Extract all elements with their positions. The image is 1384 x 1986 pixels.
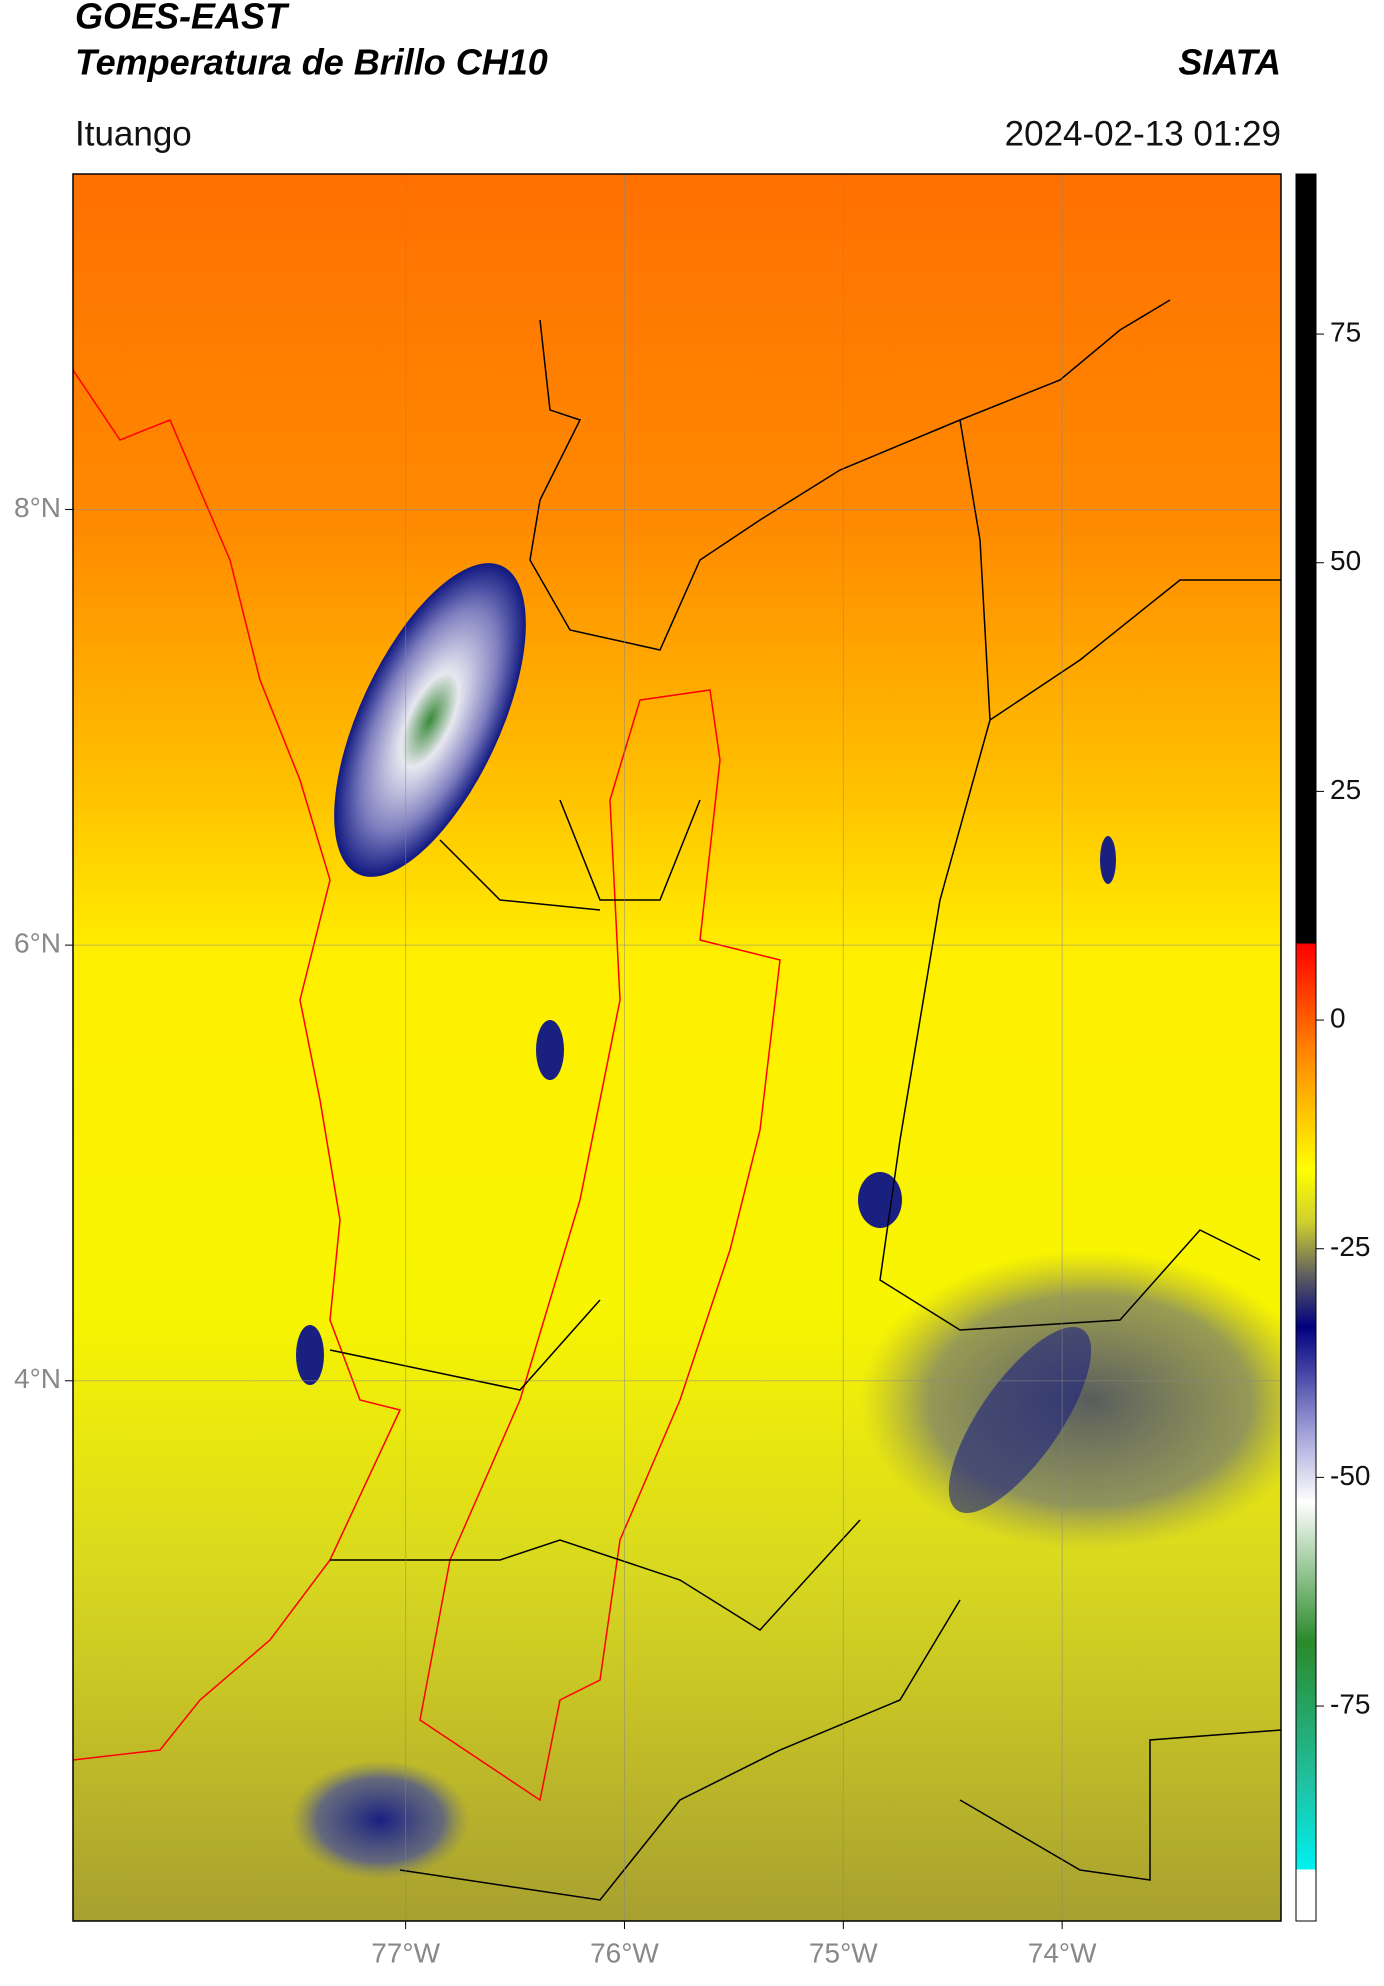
subtitle: Temperatura de Brillo CH10 (75, 42, 548, 83)
y-tick-label: 6°N (14, 928, 61, 959)
cloud (334, 563, 526, 877)
x-tick-label: 74°W (1028, 1937, 1097, 1968)
colorbar-tick-label: -75 (1330, 1688, 1370, 1719)
boundary (419, 689, 781, 1802)
x-tick-label: 75°W (809, 1937, 878, 1968)
map-area (73, 174, 1281, 1921)
colorbar-tick-label: 0 (1330, 1002, 1346, 1033)
coastline (73, 369, 402, 1761)
cloud (290, 1760, 470, 1880)
colorbar-tick-label: -25 (1330, 1231, 1370, 1262)
cloud (536, 1020, 564, 1080)
datetime: 2024-02-13 01:29 (1005, 114, 1281, 153)
y-tick-label: 8°N (14, 492, 61, 523)
x-tick-label: 77°W (371, 1937, 440, 1968)
title: GOES-EAST (75, 0, 290, 37)
colorbar (1295, 173, 1317, 1922)
cloud (296, 1325, 324, 1385)
cloud (860, 1250, 1281, 1550)
map-background (73, 174, 1281, 1921)
boundary (329, 299, 1281, 1901)
location: Ituango (75, 114, 192, 153)
grid (73, 174, 1281, 1921)
y-tick-label: 4°N (14, 1363, 61, 1394)
cloud (858, 1172, 902, 1228)
colorbar-tick-label: 50 (1330, 545, 1361, 576)
source: SIATA (1178, 42, 1281, 83)
cloud (1100, 836, 1116, 884)
map-frame (72, 173, 1282, 1922)
colorbar-tick-label: 75 (1330, 316, 1361, 347)
cloud (948, 1327, 1092, 1513)
colorbar-tick-label: 25 (1330, 774, 1361, 805)
x-tick-label: 76°W (590, 1937, 659, 1968)
colorbar-tick-label: -50 (1330, 1460, 1370, 1491)
